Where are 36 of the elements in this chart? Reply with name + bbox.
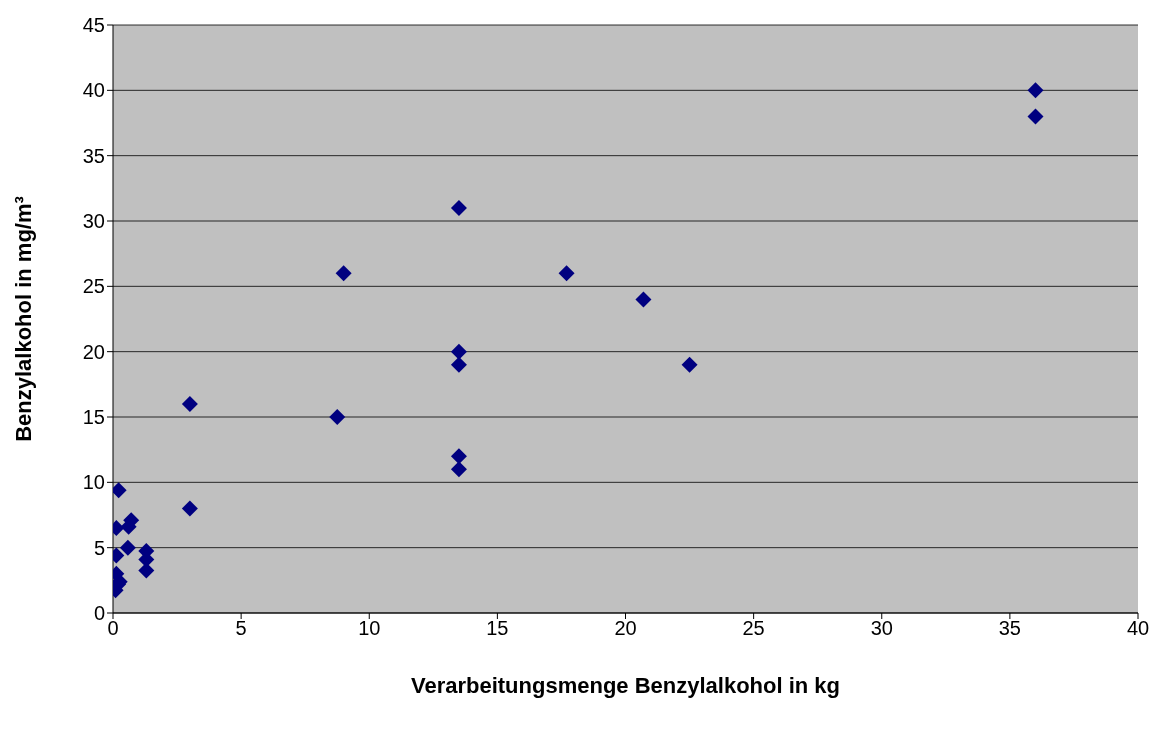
y-tick-label: 40 [82, 79, 105, 102]
x-tick-label: 40 [1126, 617, 1150, 640]
x-tick-label: 0 [107, 617, 119, 640]
x-tick-label: 35 [998, 617, 1021, 640]
point [450, 199, 467, 216]
y-tick-label: 10 [82, 471, 105, 494]
point [335, 265, 352, 282]
y-tick-label: 35 [82, 144, 105, 167]
y-tick-label: 25 [82, 275, 105, 298]
x-tick-label: 25 [742, 617, 765, 640]
y-tick-label: 20 [82, 340, 105, 363]
y-tick-label: 5 [93, 536, 105, 559]
point [1027, 82, 1044, 99]
y-tick-label: 15 [82, 406, 105, 429]
point [119, 539, 136, 556]
point [681, 356, 698, 373]
x-tick-label: 10 [358, 617, 381, 640]
x-tick-label: 5 [235, 617, 247, 640]
point [1027, 108, 1044, 125]
point [450, 448, 467, 465]
x-axis-title: Verarbeitungsmenge Benzylalkohol in kg [410, 673, 841, 698]
point [450, 343, 467, 360]
y-tick-label: 30 [82, 210, 105, 233]
y-tick-label: 45 [82, 14, 105, 37]
point [181, 500, 198, 517]
y-axis-title: Benzylalkohol in mg/m³ [10, 196, 36, 442]
point [181, 395, 198, 412]
x-tick-label: 20 [614, 617, 637, 640]
point [450, 461, 467, 478]
x-tick-label: 30 [870, 617, 893, 640]
point [329, 409, 346, 425]
point [635, 291, 652, 308]
point [558, 265, 575, 282]
y-tick-label: 0 [93, 602, 105, 625]
point [450, 356, 467, 373]
x-tick-label: 15 [486, 617, 509, 640]
